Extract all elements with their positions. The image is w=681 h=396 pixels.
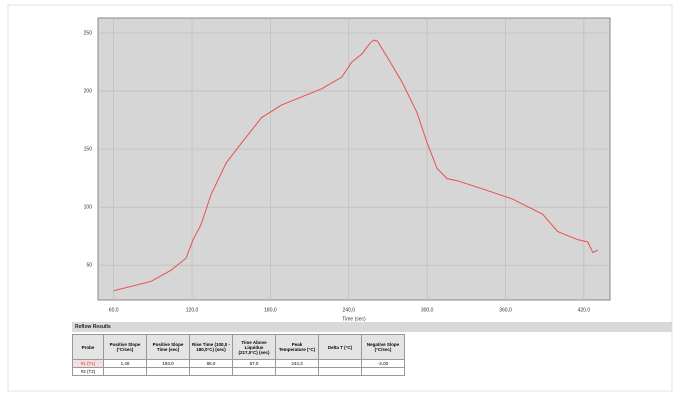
table-cell: 193,0 — [146, 359, 190, 368]
column-header: Time Above Liquidus (217,0°C) (sec) — [232, 334, 276, 360]
table-row: #2 (T2) — [72, 367, 405, 376]
table-cell: 67,0 — [232, 359, 276, 368]
y-tick-label: 50 — [86, 263, 92, 269]
table-cell — [146, 367, 190, 376]
results-panel: Reflow Results Probe Positive Slope (°C/s… — [72, 322, 672, 376]
x-tick-label: 240,0 — [343, 307, 356, 313]
table-cell: #2 (T2) — [72, 367, 104, 376]
table-cell — [275, 367, 319, 376]
table-cell: 86,0 — [189, 359, 233, 368]
table-cell — [189, 367, 233, 376]
column-header: Positive Slope Time (sec) — [146, 334, 190, 360]
plot-area — [97, 17, 611, 301]
table-cell — [318, 359, 362, 368]
table-cell — [361, 367, 405, 376]
column-header: Positive Slope (°C/sec) — [103, 334, 147, 360]
table-cell: #1 (T1) — [72, 359, 104, 368]
table-cell: 1,40 — [103, 359, 147, 368]
column-header: Negative Slope (°C/sec) — [361, 334, 405, 360]
column-header: Peak Temperature (°C) — [275, 334, 319, 360]
x-tick-label: 360,0 — [499, 307, 512, 313]
column-header: Rise Time (100,0 - 180,0°C) (sec) — [189, 334, 233, 360]
x-tick-label: 180,0 — [264, 307, 277, 313]
temperature-line — [113, 39, 599, 292]
x-tick-label: 120,0 — [186, 307, 199, 313]
x-tick-label: 420,0 — [578, 307, 591, 313]
table-row: #1 (T1) 1,40 193,0 86,0 67,0 244,3 -2,00 — [72, 359, 405, 368]
panel-title: Reflow Results — [72, 322, 672, 332]
table-cell: -2,00 — [361, 359, 405, 368]
table-cell: 244,3 — [275, 359, 319, 368]
table-cell — [232, 367, 276, 376]
y-tick-label: 100 — [84, 204, 93, 210]
y-tick-label: 200 — [84, 88, 93, 94]
results-table: Probe Positive Slope (°C/sec) Positive Slo… — [72, 334, 405, 376]
column-header: Probe — [72, 334, 104, 360]
table-cell — [318, 367, 362, 376]
column-header: Delta T (°C) — [318, 334, 362, 360]
x-tick-label: 60,0 — [109, 307, 119, 313]
y-tick-label: 250 — [84, 30, 93, 36]
x-tick-label: 300,0 — [421, 307, 434, 313]
x-axis-title: Time (sec) — [342, 316, 366, 322]
table-cell — [103, 367, 147, 376]
y-tick-label: 150 — [84, 146, 93, 152]
